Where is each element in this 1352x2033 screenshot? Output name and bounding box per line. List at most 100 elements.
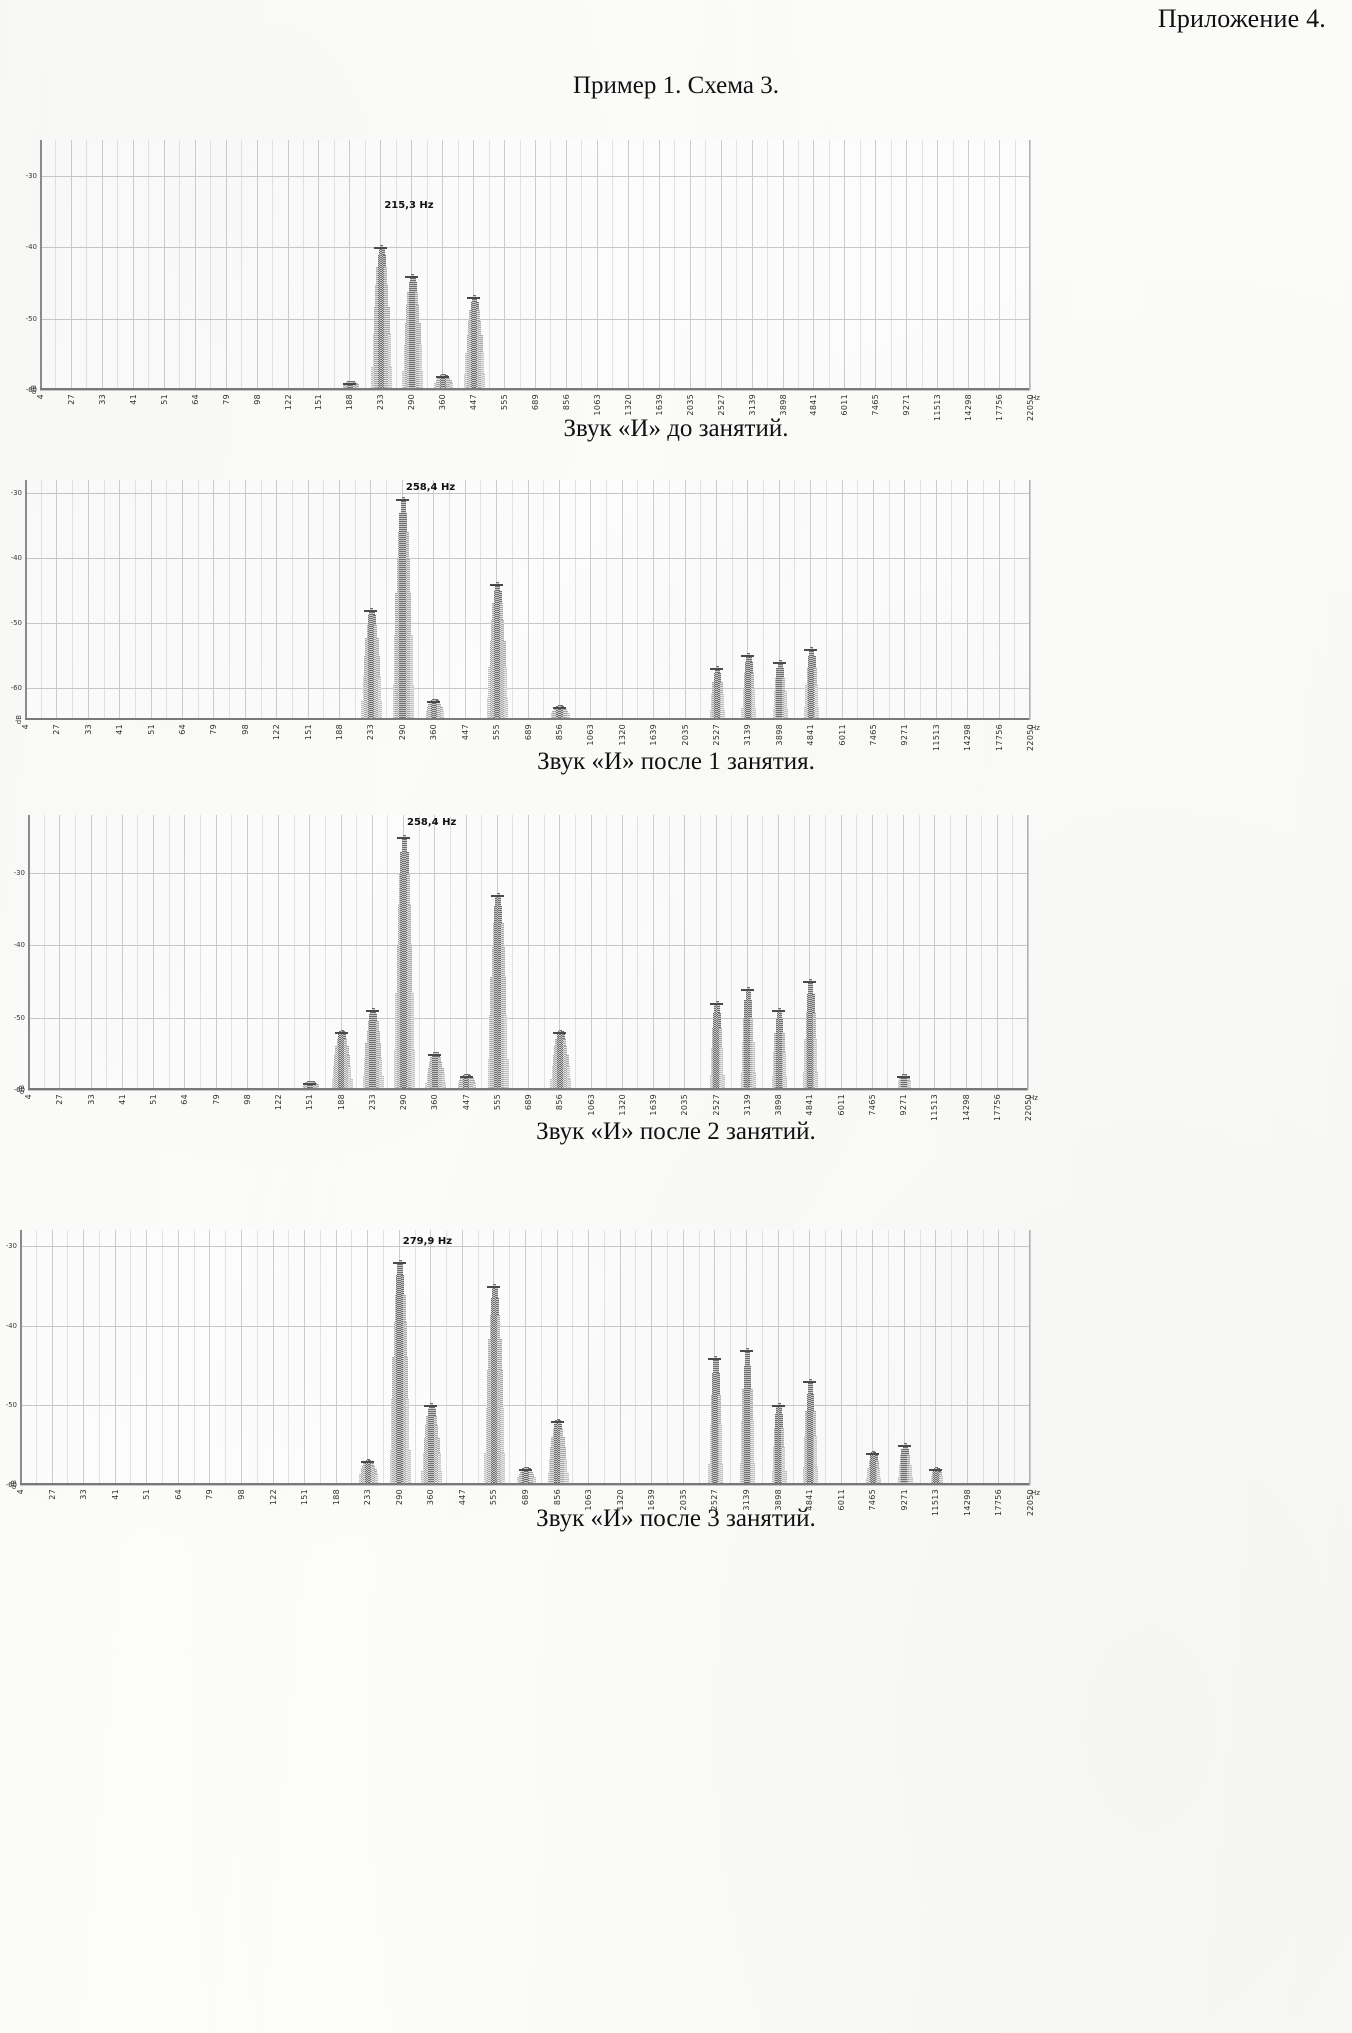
grid-line-vertical — [659, 140, 660, 390]
peak-marker — [397, 837, 410, 839]
grid-line-vertical-minor — [75, 815, 76, 1090]
left-axis-line — [40, 140, 42, 390]
grid-line-vertical-minor — [44, 815, 45, 1090]
x-axis-tick-label: 6011 — [840, 394, 849, 416]
grid-line-vertical-minor — [210, 140, 211, 390]
spectrum-bar — [350, 1079, 353, 1088]
grid-line-vertical-minor — [669, 815, 670, 1090]
x-axis-tick-label: 360 — [429, 724, 438, 740]
x-axis-tick-label: 188 — [337, 1094, 346, 1110]
x-axis-tick-label: 290 — [395, 1489, 404, 1505]
y-axis-unit-label: dB — [10, 1480, 18, 1489]
grid-line-vertical-minor — [179, 140, 180, 390]
page-title: Пример 1. Схема 3. — [0, 72, 1352, 100]
x-axis-tick-label: 188 — [345, 394, 354, 410]
grid-line-vertical-minor — [643, 140, 644, 390]
peak-marker — [303, 1083, 316, 1085]
x-axis-tick-label: 360 — [438, 394, 447, 410]
grid-line-vertical-minor — [981, 815, 982, 1090]
grid-line-vertical-minor — [767, 140, 768, 390]
x-axis-tick-label: 41 — [111, 1489, 120, 1500]
peak-marker — [710, 668, 723, 670]
x-axis-tick-label: 14298 — [963, 724, 972, 751]
x-axis-tick-label: 360 — [430, 1094, 439, 1110]
grid-line-vertical — [935, 1230, 936, 1485]
grid-line-vertical-minor — [229, 480, 230, 720]
grid-line-vertical-minor — [481, 815, 482, 1090]
grid-line-vertical — [88, 480, 89, 720]
grid-line-vertical-minor — [162, 1230, 163, 1485]
grid-line-vertical — [597, 140, 598, 390]
grid-line-vertical — [842, 480, 843, 720]
grid-line-vertical-minor — [386, 480, 387, 720]
peak-marker — [897, 1076, 910, 1078]
peak-marker — [487, 1286, 500, 1288]
grid-line-vertical-minor — [857, 480, 858, 720]
grid-line-vertical — [71, 140, 72, 390]
grid-line-vertical-minor — [480, 480, 481, 720]
grid-line-vertical-minor — [953, 140, 954, 390]
spectrum-figure: -30-40-50-60dB215,3 Hz427334151647998122… — [0, 140, 1352, 390]
grid-line-vertical-minor — [732, 480, 733, 720]
x-axis-tick-label: 98 — [241, 724, 250, 735]
peak-marker — [741, 989, 754, 991]
grid-line-horizontal — [28, 873, 1028, 874]
grid-line-vertical — [906, 140, 907, 390]
grid-line-vertical-minor — [261, 480, 262, 720]
x-axis-tick-label: 41 — [118, 1094, 127, 1105]
peak-marker — [490, 584, 503, 586]
grid-line-vertical — [622, 480, 623, 720]
x-axis-tick-label: 122 — [272, 724, 281, 740]
x-axis-unit-label: Hz — [1029, 1094, 1038, 1102]
x-axis-tick-label: 4841 — [805, 1094, 814, 1116]
x-axis-tick-label: 290 — [398, 724, 407, 740]
x-axis-tick-label: 122 — [274, 1094, 283, 1110]
grid-line-vertical-minor — [512, 815, 513, 1090]
grid-line-vertical — [349, 140, 350, 390]
x-axis-tick-label: 188 — [335, 724, 344, 740]
grid-line-vertical-minor — [72, 480, 73, 720]
grid-line-vertical-minor — [606, 480, 607, 720]
y-axis-unit-label: dB — [15, 715, 23, 724]
grid-line-vertical — [684, 815, 685, 1090]
grid-line-vertical — [122, 815, 123, 1090]
x-axis-tick-label: 290 — [399, 1094, 408, 1110]
spectrum-bar — [502, 1453, 505, 1483]
x-axis-tick-label: 33 — [79, 1489, 88, 1500]
grid-line-vertical-minor — [427, 140, 428, 390]
grid-line-vertical — [308, 480, 309, 720]
spectrum-bar — [506, 1059, 509, 1088]
grid-line-vertical-minor — [1014, 480, 1015, 720]
x-axis-unit-label: Hz — [1031, 1489, 1040, 1497]
grid-line-horizontal — [20, 1326, 1030, 1327]
grid-line-vertical-minor — [334, 140, 335, 390]
grid-line-vertical — [52, 1230, 53, 1485]
x-axis-tick-label: 17756 — [993, 1094, 1002, 1121]
grid-line-vertical — [844, 140, 845, 390]
peak-marker — [460, 1076, 473, 1078]
grid-line-vertical-minor — [736, 140, 737, 390]
x-axis-tick-label: 555 — [492, 724, 501, 740]
x-axis-tick-label: 856 — [553, 1489, 562, 1505]
peak-marker — [773, 662, 786, 664]
y-axis-tick-label: -40 — [26, 243, 37, 251]
x-axis-tick-label: 2035 — [686, 394, 695, 416]
grid-line-vertical-minor — [512, 480, 513, 720]
grid-line-vertical — [318, 140, 319, 390]
grid-line-vertical — [528, 815, 529, 1090]
grid-line-vertical-minor — [67, 1230, 68, 1485]
spectrum-bar — [720, 1464, 723, 1483]
grid-line-vertical-minor — [550, 140, 551, 390]
spectrum-bar — [940, 1476, 943, 1483]
grid-line-vertical-minor — [825, 1230, 826, 1485]
grid-line-vertical-minor — [637, 815, 638, 1090]
grid-line-vertical-minor — [130, 1230, 131, 1485]
grid-line-vertical — [620, 1230, 621, 1485]
grid-line-vertical-minor — [572, 1230, 573, 1485]
grid-line-vertical — [628, 140, 629, 390]
grid-line-vertical-minor — [891, 140, 892, 390]
grid-line-vertical — [153, 815, 154, 1090]
grid-line-vertical-minor — [700, 815, 701, 1090]
peak-marker — [491, 895, 504, 897]
grid-line-vertical — [226, 140, 227, 390]
